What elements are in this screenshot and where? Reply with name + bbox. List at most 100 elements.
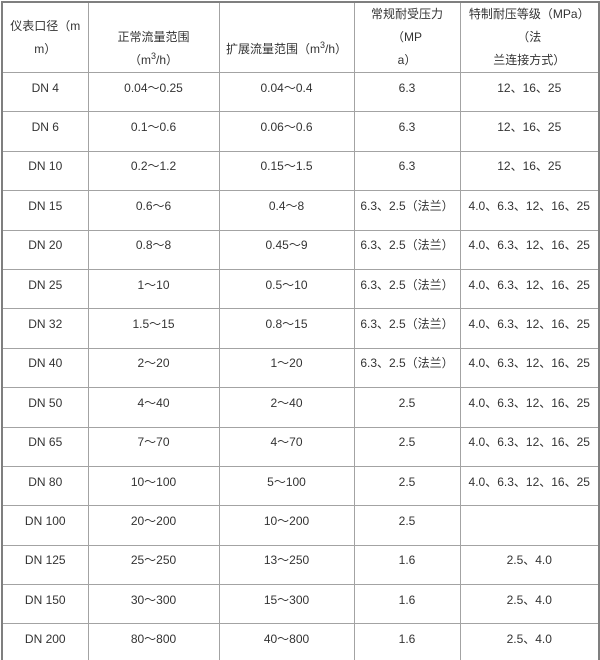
table-row: DN 15 0.6～6 0.4～8 6.3、2.5（法兰） 4.0、6.3、12、16、… bbox=[1, 190, 600, 231]
table-row: DN 20 0.8～8 0.45～9 6.3、2.5（法兰） 4.0、6.3、12、16… bbox=[1, 229, 600, 270]
diameter-cell: DN 150 bbox=[1, 584, 89, 625]
special-rating-cell bbox=[459, 505, 600, 546]
table-row: DN 200 80～800 40～800 1.6 2.5、4.0 bbox=[1, 623, 600, 660]
normal-range-cell: 25～250 bbox=[87, 544, 220, 586]
normal-range-cell: 0.6～6 bbox=[87, 190, 220, 231]
superscript-3: 3 bbox=[150, 51, 156, 61]
diameter-cell: DN 10 bbox=[1, 150, 89, 192]
special-rating-cell: 4.0、6.3、12、16、25 bbox=[459, 465, 600, 507]
superscript-3: 3 bbox=[319, 39, 325, 50]
pressure-cell: 6.3 bbox=[353, 150, 461, 192]
table-row: DN 40 2～20 1～20 6.3、2.5（法兰） 4.0、6.3、12、16、25 bbox=[1, 347, 600, 389]
special-rating-cell: 4.0、6.3、12、16、25 bbox=[459, 308, 600, 349]
table-row: DN 65 7～70 4～70 2.5 4.0、6.3、12、16、25 bbox=[1, 426, 600, 467]
table-body: DN 4 0.04～0.25 0.04～0.4 6.3 12、16、25 DN 6 0.1～… bbox=[1, 71, 600, 660]
special-rating-cell: 4.0、6.3、12、16、25 bbox=[459, 387, 600, 428]
pressure-cell: 1.6 bbox=[353, 623, 461, 660]
diameter-cell: DN 100 bbox=[1, 505, 89, 546]
pressure-cell: 6.3、2.5（法兰） bbox=[353, 190, 461, 231]
extended-range-cell: 0.45～9 bbox=[218, 229, 355, 270]
special-rating-cell: 4.0、6.3、12、16、25 bbox=[459, 347, 600, 389]
table-row: DN 100 20～200 10～200 2.5 bbox=[1, 505, 600, 546]
diameter-cell: DN 15 bbox=[1, 190, 89, 231]
diameter-cell: DN 50 bbox=[1, 387, 89, 428]
special-rating-cell: 4.0、6.3、12、16、25 bbox=[459, 190, 600, 231]
header-special-pressure-rating: 特制耐压等级（MPa）（法 兰连接方式） bbox=[459, 1, 600, 73]
extended-range-cell: 0.4～8 bbox=[218, 190, 355, 231]
header-row: 仪表口径（m m） 正常流量范围（m3/h） 扩展流量范围（m3/h） 常规耐受… bbox=[1, 1, 600, 73]
extended-range-cell: 0.15～1.5 bbox=[218, 150, 355, 192]
table-row: DN 6 0.1～0.6 0.06～0.6 6.3 12、16、25 bbox=[1, 111, 600, 152]
diameter-cell: DN 25 bbox=[1, 268, 89, 310]
diameter-cell: DN 40 bbox=[1, 347, 89, 389]
pressure-cell: 2.5 bbox=[353, 465, 461, 507]
pressure-cell: 1.6 bbox=[353, 584, 461, 625]
diameter-cell: DN 32 bbox=[1, 308, 89, 349]
normal-range-cell: 1.5～15 bbox=[87, 308, 220, 349]
diameter-cell: DN 80 bbox=[1, 465, 89, 507]
pressure-cell: 6.3、2.5（法兰） bbox=[353, 268, 461, 310]
diameter-cell: DN 6 bbox=[1, 111, 89, 152]
table-row: DN 32 1.5～15 0.8～15 6.3、2.5（法兰） 4.0、6.3、12、1… bbox=[1, 308, 600, 349]
pressure-cell: 2.5 bbox=[353, 505, 461, 546]
normal-range-cell: 20～200 bbox=[87, 505, 220, 546]
pressure-cell: 6.3、2.5（法兰） bbox=[353, 308, 461, 349]
normal-range-cell: 0.2～1.2 bbox=[87, 150, 220, 192]
table-row: DN 50 4～40 2～40 2.5 4.0、6.3、12、16、25 bbox=[1, 387, 600, 428]
header-extended-flow-range: 扩展流量范围（m3/h） bbox=[218, 1, 355, 73]
normal-range-cell: 7～70 bbox=[87, 426, 220, 467]
normal-range-cell: 10～100 bbox=[87, 465, 220, 507]
table-row: DN 4 0.04～0.25 0.04～0.4 6.3 12、16、25 bbox=[1, 71, 600, 113]
diameter-cell: DN 200 bbox=[1, 623, 89, 660]
extended-range-cell: 4～70 bbox=[218, 426, 355, 467]
pressure-cell: 6.3 bbox=[353, 111, 461, 152]
header-standard-pressure: 常规耐受压力（MP a） bbox=[353, 1, 461, 73]
table-row: DN 25 1～10 0.5～10 6.3、2.5（法兰） 4.0、6.3、12、16、… bbox=[1, 268, 600, 310]
normal-range-cell: 30～300 bbox=[87, 584, 220, 625]
extended-range-cell: 0.06～0.6 bbox=[218, 111, 355, 152]
special-rating-cell: 4.0、6.3、12、16、25 bbox=[459, 426, 600, 467]
pressure-cell: 1.6 bbox=[353, 544, 461, 586]
diameter-cell: DN 65 bbox=[1, 426, 89, 467]
normal-range-cell: 0.8～8 bbox=[87, 229, 220, 270]
pressure-cell: 2.5 bbox=[353, 426, 461, 467]
table-row: DN 80 10～100 5～100 2.5 4.0、6.3、12、16、25 bbox=[1, 465, 600, 507]
table-row: DN 125 25～250 13～250 1.6 2.5、4.0 bbox=[1, 544, 600, 586]
special-rating-cell: 4.0、6.3、12、16、25 bbox=[459, 268, 600, 310]
special-rating-cell: 12、16、25 bbox=[459, 150, 600, 192]
diameter-cell: DN 125 bbox=[1, 544, 89, 586]
normal-range-cell: 0.1～0.6 bbox=[87, 111, 220, 152]
extended-range-cell: 0.5～10 bbox=[218, 268, 355, 310]
header-normal-flow-prefix: 正常流量范围（m bbox=[117, 30, 190, 67]
header-extended-flow-suffix: /h） bbox=[325, 41, 348, 56]
table-row: DN 10 0.2～1.2 0.15～1.5 6.3 12、16、25 bbox=[1, 150, 600, 192]
diameter-cell: DN 20 bbox=[1, 229, 89, 270]
special-rating-cell: 12、16、25 bbox=[459, 111, 600, 152]
normal-range-cell: 80～800 bbox=[87, 623, 220, 660]
table-row: DN 150 30～300 15～300 1.6 2.5、4.0 bbox=[1, 584, 600, 625]
pressure-cell: 6.3、2.5（法兰） bbox=[353, 347, 461, 389]
normal-range-cell: 2～20 bbox=[87, 347, 220, 389]
header-normal-flow-range: 正常流量范围（m3/h） bbox=[87, 1, 220, 73]
pressure-cell: 6.3 bbox=[353, 71, 461, 113]
extended-range-cell: 10～200 bbox=[218, 505, 355, 546]
extended-range-cell: 2～40 bbox=[218, 387, 355, 428]
pressure-cell: 2.5 bbox=[353, 387, 461, 428]
header-extended-flow-prefix: 扩展流量范围（m bbox=[225, 41, 320, 56]
special-rating-cell: 2.5、4.0 bbox=[459, 544, 600, 586]
normal-range-cell: 1～10 bbox=[87, 268, 220, 310]
extended-range-cell: 40～800 bbox=[218, 623, 355, 660]
diameter-cell: DN 4 bbox=[1, 71, 89, 113]
special-rating-cell: 12、16、25 bbox=[459, 71, 600, 113]
extended-range-cell: 0.8～15 bbox=[218, 308, 355, 349]
extended-range-cell: 0.04～0.4 bbox=[218, 71, 355, 113]
extended-range-cell: 15～300 bbox=[218, 584, 355, 625]
header-normal-flow-suffix: /h） bbox=[156, 53, 179, 67]
special-rating-cell: 2.5、4.0 bbox=[459, 623, 600, 660]
header-diameter: 仪表口径（m m） bbox=[1, 1, 89, 73]
extended-range-cell: 1～20 bbox=[218, 347, 355, 389]
normal-range-cell: 0.04～0.25 bbox=[87, 71, 220, 113]
special-rating-cell: 2.5、4.0 bbox=[459, 584, 600, 625]
